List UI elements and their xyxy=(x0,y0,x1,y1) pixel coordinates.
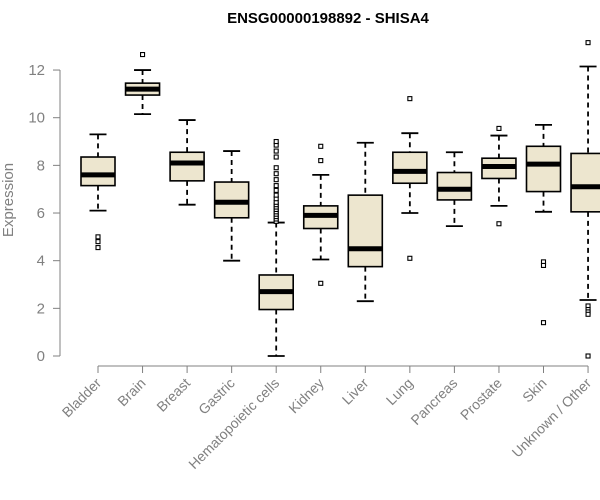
x-tick-label: Breast xyxy=(153,375,193,415)
box-group xyxy=(347,141,384,303)
outlier-point xyxy=(273,177,279,183)
box-iqr xyxy=(525,145,562,193)
box-group xyxy=(481,125,517,227)
box-iqr xyxy=(169,151,205,182)
outlier-point xyxy=(273,148,279,154)
outlier-point xyxy=(540,262,547,268)
outlier-point xyxy=(273,165,279,171)
outlier-point xyxy=(273,192,279,198)
outlier-point xyxy=(318,143,324,149)
box-group xyxy=(124,52,161,116)
outlier-point xyxy=(407,96,413,102)
x-tick-label: Kidney xyxy=(285,375,327,417)
plot-area xyxy=(80,40,600,359)
outlier-point xyxy=(273,138,279,145)
y-tick-label: 2 xyxy=(37,300,45,317)
x-tick-label: Liver xyxy=(339,375,372,408)
outlier-point xyxy=(273,154,279,160)
box-group xyxy=(302,143,339,286)
y-tick-label: 10 xyxy=(28,110,45,127)
outlier-point xyxy=(585,311,591,317)
outlier-point xyxy=(496,221,502,227)
x-tick-label: Pancreas xyxy=(407,375,460,428)
outlier-point xyxy=(95,234,101,240)
box-group xyxy=(392,96,428,261)
outlier-point xyxy=(273,171,279,177)
outlier-point xyxy=(318,158,324,164)
outlier-point xyxy=(273,183,279,189)
box-group xyxy=(258,138,295,357)
outlier-point xyxy=(407,255,413,261)
outlier-point xyxy=(496,125,502,131)
box-iqr xyxy=(392,151,428,185)
outlier-point xyxy=(95,245,101,251)
outlier-point xyxy=(318,280,324,286)
box-group xyxy=(80,133,116,251)
x-tick-label: Brain xyxy=(114,375,148,409)
x-tick-label: Lung xyxy=(383,375,416,408)
outlier-point xyxy=(585,40,591,46)
y-tick-label: 8 xyxy=(37,157,45,174)
x-tick-label: Gastric xyxy=(195,375,238,418)
y-tick-label: 4 xyxy=(37,253,45,270)
x-tick-label: Unknown / Other xyxy=(509,375,595,461)
x-tick-label: Prostate xyxy=(457,375,505,423)
outlier-point xyxy=(540,320,547,326)
box-iqr xyxy=(436,171,473,201)
box-group xyxy=(436,151,473,228)
y-tick-label: 6 xyxy=(37,205,45,222)
y-tick-label: 12 xyxy=(28,62,45,79)
box-group xyxy=(525,123,562,326)
outlier-point xyxy=(95,239,101,245)
box-iqr xyxy=(570,152,600,213)
box-group xyxy=(169,119,205,206)
box-iqr xyxy=(347,194,384,268)
y-axis: 0 2 4 6 8 10 12 xyxy=(28,62,61,365)
chart-title: ENSG00000198892 - SHISA4 xyxy=(227,10,429,27)
box-group xyxy=(213,150,250,262)
x-tick-label: Bladder xyxy=(59,375,105,421)
x-tick-label: Skin xyxy=(519,375,550,406)
box-group xyxy=(570,40,600,359)
y-tick-label: 0 xyxy=(37,348,45,365)
y-axis-label: Expression xyxy=(0,163,17,237)
outlier-point xyxy=(273,187,279,193)
outlier-point xyxy=(140,52,146,58)
outlier-point xyxy=(585,353,591,359)
box-iqr xyxy=(80,156,116,187)
